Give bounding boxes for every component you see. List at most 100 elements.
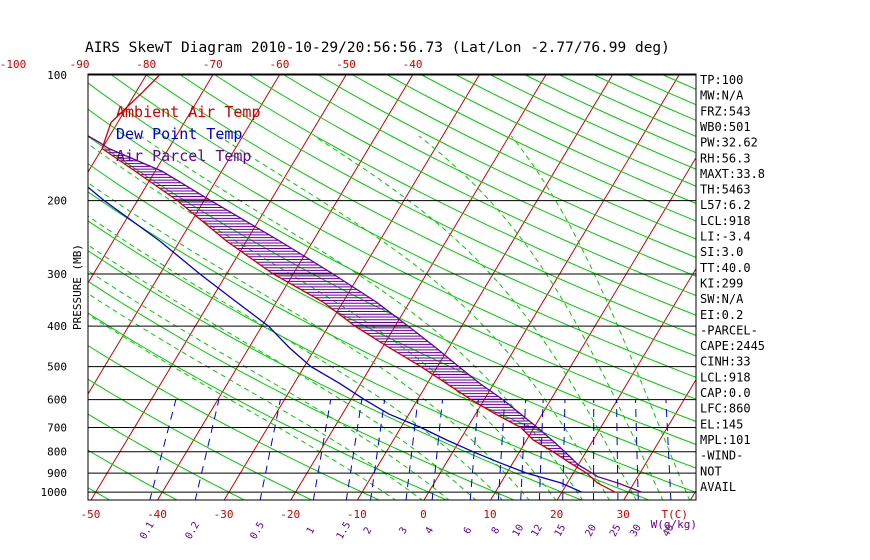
dry-adiabat-line [88, 413, 246, 500]
dry-adiabat-line [283, 74, 696, 277]
isotherm-line [556, 267, 696, 500]
dry-adiabat-line [88, 312, 448, 500]
index-value: FRZ:543 [700, 104, 751, 118]
top-temp-tick-label: -50 [336, 58, 356, 71]
index-value: TT:40.0 [700, 261, 751, 275]
mixing-ratio-line [497, 399, 506, 500]
dry-adiabat-line [663, 74, 696, 90]
dew-point-line [88, 186, 583, 493]
index-value: MAXT:33.8 [700, 167, 765, 181]
top-temp-tick-label: -80 [136, 58, 156, 71]
index-value: LCL:918 [700, 370, 751, 384]
mixing-ratio-tick-label: 1 [305, 525, 318, 536]
dry-adiabat-line [214, 74, 696, 316]
dry-adiabat-line [88, 108, 696, 422]
moist-adiabat-line [218, 135, 610, 500]
index-value: PW:32.62 [700, 136, 758, 150]
index-value: MW:N/A [700, 89, 744, 103]
index-value: RH:56.3 [700, 151, 751, 165]
dry-adiabat-line [88, 487, 111, 500]
pressure-tick-label: 600 [47, 394, 67, 407]
index-value: SI:3.0 [700, 245, 743, 259]
index-value: SW:N/A [700, 292, 744, 306]
temp-unit-label: T(C) [662, 508, 689, 521]
top-temp-tick-label: -90 [70, 58, 90, 71]
isotherm-line [423, 74, 680, 500]
dry-adiabat-line [0, 75, 44, 501]
isotherm-line [223, 74, 480, 500]
mixing-ratio-tick-label: 0.5 [248, 520, 267, 541]
moist-adiabat-line [313, 135, 637, 500]
dry-adiabat-line [111, 74, 696, 378]
mixing-ratio-tick-label: 25 [608, 523, 624, 539]
mixing-ratio-tick-label: 6 [462, 525, 475, 536]
moist-adiabat-line [88, 244, 477, 500]
mixing-ratio-tick-label: 8 [490, 525, 503, 536]
mixing-ratio-tick-label: 15 [553, 523, 569, 539]
dry-adiabat-line [525, 74, 696, 154]
pressure-tick-label: 300 [47, 268, 67, 281]
bottom-temp-tick-label: -20 [280, 508, 300, 521]
bottom-temp-tick-label: -40 [147, 508, 167, 521]
mixing-ratio-unit-label: W(g/kg) [651, 518, 697, 531]
index-value: KI:299 [700, 276, 743, 290]
dry-adiabat-line [352, 74, 696, 240]
moist-adiabat-line [510, 135, 690, 500]
background-lines [0, 74, 696, 501]
parcel-temp-line [88, 135, 643, 493]
index-value: NOT [700, 464, 722, 478]
isotherm-line [88, 74, 214, 284]
isotherm-line [290, 74, 547, 500]
mixing-ratio-line [616, 399, 619, 500]
moist-adiabat-line [88, 143, 557, 500]
dry-adiabat-line [249, 74, 696, 297]
top-temp-tick-label: -60 [269, 58, 289, 71]
y-axis-label: PRESSURE (MB) [71, 244, 84, 330]
mixing-ratio-tick-label: 4 [424, 525, 437, 536]
dry-adiabat-line [88, 82, 696, 400]
index-value: TH:5463 [700, 183, 751, 197]
bottom-temp-tick-label: -30 [214, 508, 234, 521]
mixing-ratio-tick-label: 10 [511, 523, 527, 539]
index-value: -PARCEL- [700, 323, 758, 337]
isotherm-line [157, 74, 414, 500]
bottom-temp-tick-label: -50 [80, 508, 100, 521]
plot-frame [87, 73, 697, 501]
mixing-ratio-tick-label: 30 [628, 523, 644, 539]
pressure-tick-label: 100 [47, 69, 67, 82]
isotherm-line [490, 156, 696, 500]
legend-parcel-temp: Air Parcel Temp [116, 147, 251, 165]
index-value: L57:6.2 [700, 198, 751, 212]
bottom-temp-tick-label: 10 [483, 508, 496, 521]
index-value: CAPE:2445 [700, 339, 765, 353]
dry-adiabat-line [88, 378, 313, 500]
bottom-temp-tick-label: 0 [420, 508, 427, 521]
mixing-ratio-tick-label: 0.2 [184, 520, 203, 541]
mixing-ratio-tick-label: 1.5 [335, 520, 354, 541]
legend-dew-point: Dew Point Temp [116, 125, 242, 143]
bottom-temp-tick-label: 30 [617, 508, 630, 521]
pressure-tick-label: 700 [47, 422, 67, 435]
mixing-ratio-line [520, 399, 527, 500]
pressure-tick-label: 200 [47, 195, 67, 208]
mixing-ratio-line [194, 399, 220, 500]
pressure-tick-label: 800 [47, 446, 67, 459]
dry-adiabat-line [145, 74, 696, 357]
bottom-temp-tick-label: 20 [550, 508, 563, 521]
pressure-tick-label: 500 [47, 361, 67, 374]
mixing-ratio-tick-label: 0.1 [138, 520, 157, 541]
dry-adiabat-line [88, 250, 583, 500]
mixing-ratio-line [370, 399, 386, 500]
dry-adiabat-line [88, 449, 178, 500]
mixing-ratio-line [635, 399, 639, 500]
index-value: EI:0.2 [700, 308, 743, 322]
index-value: LFC:860 [700, 402, 751, 416]
mixing-ratio-line [405, 399, 419, 500]
index-value: -WIND- [700, 449, 743, 463]
dry-adiabat-line [180, 74, 696, 336]
index-value: AVAIL [700, 480, 736, 494]
moist-adiabat-line [140, 135, 584, 500]
index-value: MPL:101 [700, 433, 751, 447]
isotherm-line [0, 75, 80, 501]
